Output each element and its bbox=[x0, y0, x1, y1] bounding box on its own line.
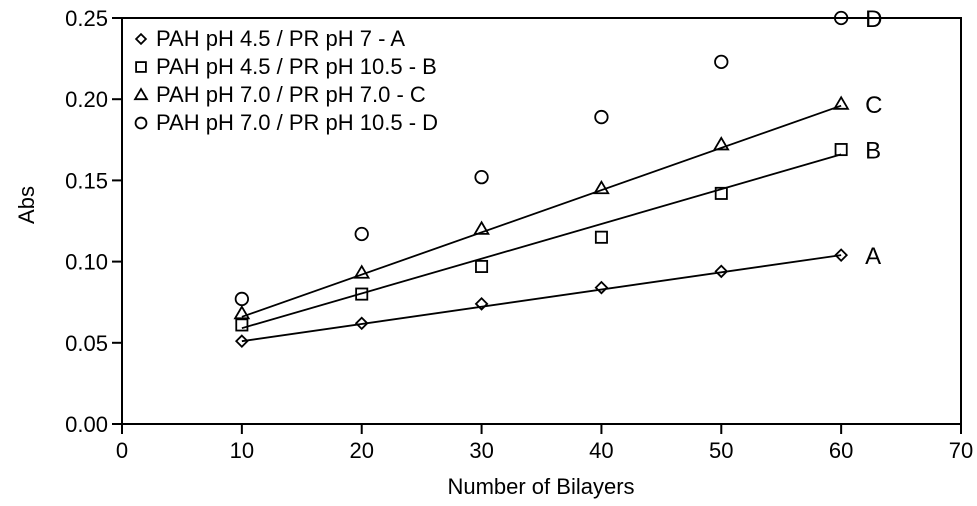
x-axis-ticks: 0 10 20 30 40 50 60 70 bbox=[116, 424, 973, 463]
x-tick-label: 50 bbox=[709, 438, 733, 463]
data-point-a bbox=[234, 334, 249, 349]
x-tick-label: 10 bbox=[230, 438, 254, 463]
series-tag-c: C bbox=[865, 92, 882, 119]
fit-line-a bbox=[241, 254, 842, 343]
series-tags: A BC D bbox=[865, 6, 882, 270]
data-point-b bbox=[475, 259, 489, 273]
series-tag-b: B bbox=[865, 138, 881, 165]
y-tick-label: 0.25 bbox=[65, 6, 108, 31]
x-tick-label: 40 bbox=[589, 438, 613, 463]
data-point-a bbox=[354, 316, 369, 331]
plot-border bbox=[121, 17, 962, 425]
data-point-b bbox=[355, 287, 369, 301]
legend-label-c: PAH pH 7.0 / PR pH 7.0 - C bbox=[156, 82, 426, 107]
legend-marker-c bbox=[133, 87, 149, 101]
data-point-b bbox=[594, 230, 608, 244]
y-tick-label: 0.05 bbox=[65, 331, 108, 356]
y-tick-label: 0.00 bbox=[65, 412, 108, 437]
data-point-a bbox=[714, 264, 729, 279]
data-point-c bbox=[353, 264, 371, 279]
data-point-a bbox=[474, 296, 489, 311]
data-point-d bbox=[474, 170, 489, 185]
legend: PAH pH 4.5 / PR pH 7 - A PAH pH 4.5 / PR … bbox=[133, 26, 438, 135]
x-tick-label: 70 bbox=[949, 438, 973, 463]
data-point-d bbox=[714, 54, 729, 69]
series-tag-d: D bbox=[865, 6, 882, 33]
data-point-c bbox=[233, 304, 251, 320]
data-point-d bbox=[594, 109, 609, 125]
data-point-b bbox=[714, 186, 728, 200]
data-point-d bbox=[354, 226, 369, 242]
x-tick-label: 30 bbox=[469, 438, 493, 463]
data-point-a bbox=[834, 248, 849, 262]
legend-marker-a bbox=[134, 32, 148, 46]
y-axis-ticks: 0.00 0.05 0.10 0.15 0.20 0.25 bbox=[65, 6, 122, 437]
y-tick-label: 0.10 bbox=[65, 250, 108, 275]
x-axis-title: Number of Bilayers bbox=[447, 474, 634, 499]
legend-label-d: PAH pH 7.0 / PR pH 10.5 - D bbox=[156, 110, 438, 135]
data-point-d bbox=[234, 291, 249, 307]
data-point-c bbox=[712, 136, 730, 151]
data-point-b bbox=[235, 318, 249, 332]
y-tick-label: 0.20 bbox=[65, 87, 108, 112]
fit-line-c bbox=[241, 104, 842, 318]
series-tag-a: A bbox=[865, 243, 881, 270]
legend-marker-d bbox=[134, 116, 148, 130]
data-points bbox=[233, 10, 850, 349]
data-point-c bbox=[832, 95, 850, 110]
x-tick-label: 20 bbox=[349, 438, 373, 463]
legend-label-b: PAH pH 4.5 / PR pH 10.5 - B bbox=[156, 54, 437, 79]
fit-line-b bbox=[241, 153, 842, 330]
legend-marker-b bbox=[135, 61, 147, 73]
data-point-c bbox=[473, 220, 490, 235]
data-point-d bbox=[834, 10, 849, 26]
x-tick-label: 0 bbox=[116, 438, 128, 463]
x-tick-label: 60 bbox=[829, 438, 853, 463]
data-point-b bbox=[834, 143, 848, 157]
y-tick-label: 0.15 bbox=[65, 168, 108, 193]
data-point-c bbox=[593, 179, 610, 195]
y-axis-title: Abs bbox=[14, 186, 39, 224]
fit-lines bbox=[241, 104, 842, 343]
data-point-a bbox=[594, 280, 609, 295]
plot-frame bbox=[121, 17, 962, 425]
legend-label-a: PAH pH 4.5 / PR pH 7 - A bbox=[156, 26, 405, 51]
